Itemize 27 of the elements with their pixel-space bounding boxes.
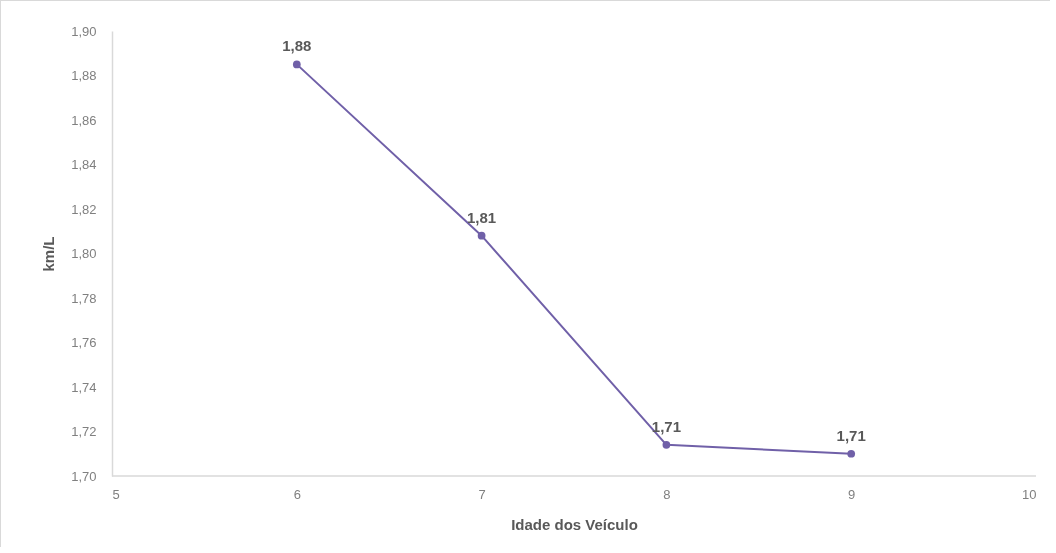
y-tick-label: 1,70 (71, 468, 97, 484)
y-tick-label: 1,86 (71, 112, 97, 128)
y-tick-label: 1,82 (71, 201, 97, 217)
point (477, 231, 486, 240)
y-axis-title: km/L (40, 236, 58, 272)
data-label: 1,71 (651, 417, 681, 435)
y-tick-label: 1,76 (71, 335, 97, 350)
point (662, 440, 671, 449)
point (292, 60, 301, 69)
y-tick-label: 1,88 (71, 68, 97, 83)
point (847, 449, 856, 458)
y-tick-label: 1,74 (71, 379, 97, 395)
x-tick-label: 7 (478, 486, 486, 502)
y-tick-label: 1,78 (71, 290, 97, 306)
y-tick-label: 1,80 (71, 246, 97, 261)
data-label: 1,88 (282, 37, 312, 55)
y-tick-label: 1,72 (71, 424, 97, 439)
x-tick-label: 9 (848, 486, 856, 502)
y-tick-label: 1,84 (71, 157, 97, 172)
data-label: 1,71 (836, 426, 866, 444)
x-tick-label: 5 (112, 486, 120, 502)
x-tick-label: 6 (293, 486, 301, 502)
x-tick-label: 8 (663, 486, 671, 502)
y-tick-label: 1,90 (71, 23, 97, 39)
x-tick-label: 10 (1022, 486, 1037, 502)
data-label: 1,81 (467, 208, 497, 226)
x-axis-title: Idade dos Veículo (511, 515, 638, 533)
